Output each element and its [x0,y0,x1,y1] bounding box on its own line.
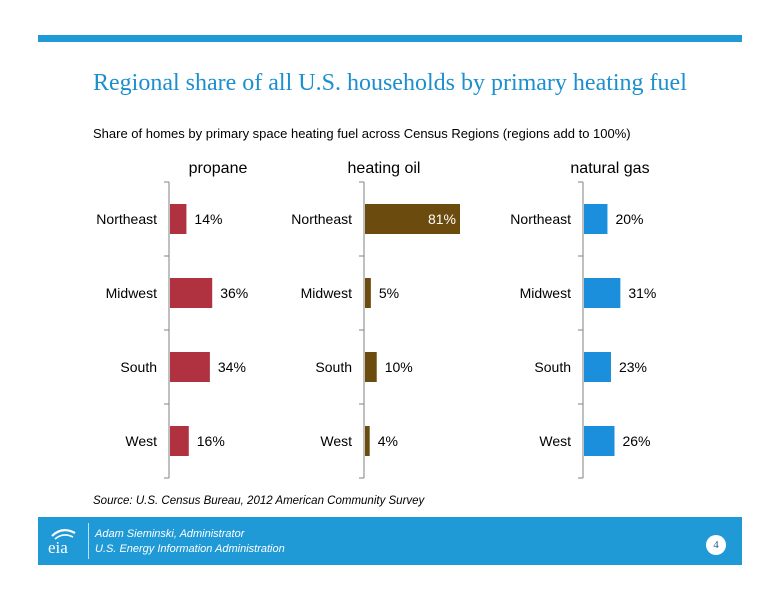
bar-propane-south [170,352,210,382]
slide-subtitle: Share of homes by primary space heating … [93,126,631,141]
category-label-propane: South [120,359,157,375]
value-label-heating-oil: 10% [385,359,413,375]
footer-divider [88,523,89,559]
category-label-propane: Midwest [106,285,157,301]
category-label-heating-oil: Northeast [291,211,352,227]
category-label-heating-oil: Midwest [301,285,352,301]
value-label-propane: 36% [220,285,248,301]
footer-agency: U.S. Energy Information Administration [95,543,285,555]
footer-bar: eia Adam Sieminski, Administrator U.S. E… [38,517,742,565]
category-label-propane: Northeast [96,211,157,227]
bar-natural-gas-northeast [584,204,608,234]
chart-title-natural-gas: natural gas [570,160,649,177]
value-label-propane: 16% [197,433,225,449]
bar-natural-gas-midwest [584,278,621,308]
category-label-propane: West [125,433,157,449]
category-label-heating-oil: West [320,433,352,449]
bar-propane-west [170,426,189,456]
eia-logo-icon: eia [48,529,76,557]
category-label-natural-gas: South [534,359,571,375]
top-accent-bar [38,35,742,42]
category-label-natural-gas: Midwest [520,285,571,301]
slide-title: Regional share of all U.S. households by… [93,70,687,96]
value-label-heating-oil: 81% [428,211,456,227]
logo-text: eia [48,538,68,557]
value-label-natural-gas: 20% [615,211,643,227]
chart-title-heating-oil: heating oil [348,160,421,177]
bar-heating-oil-west [365,426,370,456]
value-label-propane: 34% [218,359,246,375]
value-label-natural-gas: 26% [622,433,650,449]
source-note: Source: U.S. Census Bureau, 2012 America… [93,495,425,507]
bar-heating-oil-northeast [365,204,460,234]
bar-natural-gas-south [584,352,611,382]
value-label-heating-oil: 4% [378,433,398,449]
category-label-heating-oil: South [315,359,352,375]
category-label-natural-gas: Northeast [510,211,571,227]
bar-heating-oil-midwest [365,278,371,308]
page-number: 4 [706,535,726,555]
bar-propane-northeast [170,204,187,234]
bar-propane-midwest [170,278,213,308]
value-label-natural-gas: 31% [628,285,656,301]
footer-name: Adam Sieminski, Administrator [95,528,245,540]
bar-heating-oil-south [365,352,377,382]
bar-natural-gas-west [584,426,615,456]
value-label-propane: 14% [194,211,222,227]
value-label-heating-oil: 5% [379,285,399,301]
value-label-natural-gas: 23% [619,359,647,375]
chart-title-propane: propane [189,160,248,177]
category-label-natural-gas: West [539,433,571,449]
